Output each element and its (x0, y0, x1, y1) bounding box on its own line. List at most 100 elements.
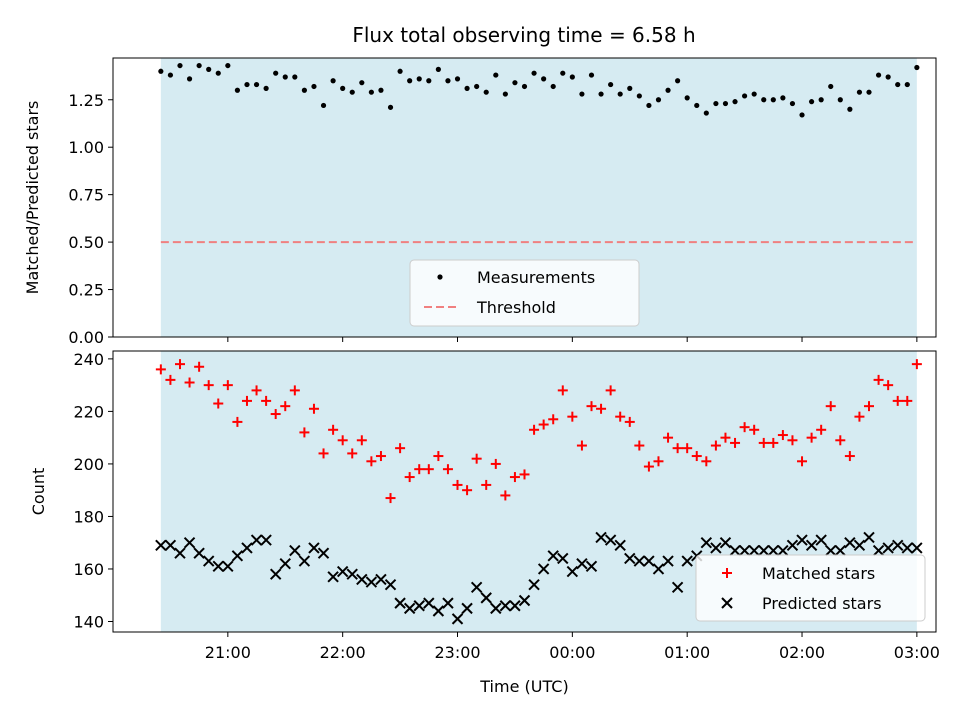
measurement-point (512, 80, 518, 86)
cross-b (758, 544, 770, 557)
measurement-point (215, 70, 221, 76)
measurement-point (856, 89, 863, 95)
cross-b (183, 537, 196, 549)
measurement-point (282, 74, 288, 80)
cross-b (317, 547, 330, 559)
cross-b (403, 602, 416, 615)
predicted-star-point (805, 539, 818, 552)
cross-b (710, 542, 722, 554)
measurement-point (732, 99, 738, 105)
predicted-star-point (461, 602, 473, 615)
cross-b (643, 555, 655, 567)
top-x-tick-marks (227, 337, 918, 342)
cross-b (202, 555, 215, 567)
measurement-point (818, 97, 824, 103)
cross-b (346, 568, 358, 580)
predicted-star-point (308, 542, 320, 554)
matched-star-point (548, 414, 559, 425)
matched-star-point (624, 416, 635, 427)
predicted-star-point (164, 539, 177, 552)
legend-measurements-marker (437, 274, 443, 280)
measurement-point (761, 97, 767, 103)
matched-star-point (500, 490, 511, 501)
legend-plus (722, 568, 732, 578)
measurement-point (177, 62, 183, 69)
predicted-star-point (155, 539, 167, 552)
measurement-point (206, 66, 212, 72)
predicted-star-point (872, 544, 885, 557)
matched-star-point (777, 430, 788, 441)
cross-b (844, 537, 856, 549)
cross-b (853, 539, 866, 552)
measurement-point (828, 83, 834, 90)
cross-b (719, 537, 732, 549)
matched-star-point (749, 424, 760, 435)
cross-b (155, 539, 167, 552)
predicted-star-point (863, 531, 875, 544)
matched-star-point (328, 424, 339, 435)
measurement-point (454, 76, 461, 82)
measurement-point (789, 100, 796, 107)
measurement-point (320, 102, 327, 109)
predicted-star-point (710, 542, 722, 554)
predicted-star-point (834, 544, 847, 557)
matched-star-point (701, 456, 712, 467)
cross-b (174, 547, 186, 559)
cross-b (164, 539, 177, 552)
cross-b (911, 542, 923, 554)
measurement-point (445, 78, 451, 84)
measurement-point (253, 81, 260, 88)
matched-star-point (653, 456, 664, 467)
measurement-point (885, 74, 891, 80)
matched-star-point (442, 464, 453, 475)
matched-star-point (739, 422, 750, 433)
predicted-star-point (767, 544, 780, 557)
predicted-star-point (652, 563, 665, 575)
matched-star-point (902, 395, 913, 406)
predicted-star-point (365, 576, 378, 588)
predicted-star-point (423, 597, 435, 609)
measurement-point (579, 91, 585, 97)
matched-star-point (538, 419, 549, 430)
measurement-point (416, 76, 422, 82)
cross-b (892, 539, 904, 552)
measurement-point (521, 83, 528, 90)
predicted-star-point (317, 547, 330, 559)
top-panel: 0.00 0.25 0.50 0.75 1.00 1.25 Matched/Predict… (23, 57, 937, 347)
predicted-star-point (825, 544, 837, 557)
cross-b (222, 560, 234, 573)
measurement-point (847, 106, 853, 112)
measurement-point (713, 100, 719, 107)
cross-b (729, 544, 741, 557)
legend-matched-marker (722, 568, 732, 578)
matched-star-point (471, 453, 482, 464)
top-axes-frame (112, 57, 937, 338)
predicted-star-point (662, 555, 674, 567)
measurement-point (694, 102, 700, 109)
matched-star-point (730, 437, 741, 448)
predicted-star-point (576, 558, 588, 570)
cross-b (721, 597, 733, 609)
predicted-star-point (528, 579, 540, 591)
chart-title: Flux total observing time = 6.58 h (352, 23, 695, 47)
top-y-tick-label: 1.00 (68, 138, 104, 157)
matched-star-point (615, 411, 626, 422)
predicted-star-point (518, 594, 531, 607)
measurement-point (397, 68, 403, 74)
x-tick-label: 02:00 (779, 643, 825, 662)
measurement-point (560, 70, 566, 76)
cross-b (384, 579, 397, 591)
matched-star-point (844, 451, 855, 462)
cross-b (499, 600, 512, 612)
measurement-point (225, 62, 231, 69)
cross-b (557, 552, 569, 565)
matched-star-point (883, 380, 894, 391)
predicted-star-point (604, 534, 617, 546)
measurement-point (273, 70, 279, 76)
top-y-tick-label: 0.50 (68, 233, 104, 252)
cross-b (480, 592, 492, 604)
predicted-star-point (901, 542, 913, 554)
matched-star-point (261, 395, 272, 406)
matched-star-point (490, 458, 501, 469)
matched-star-point (203, 380, 214, 391)
